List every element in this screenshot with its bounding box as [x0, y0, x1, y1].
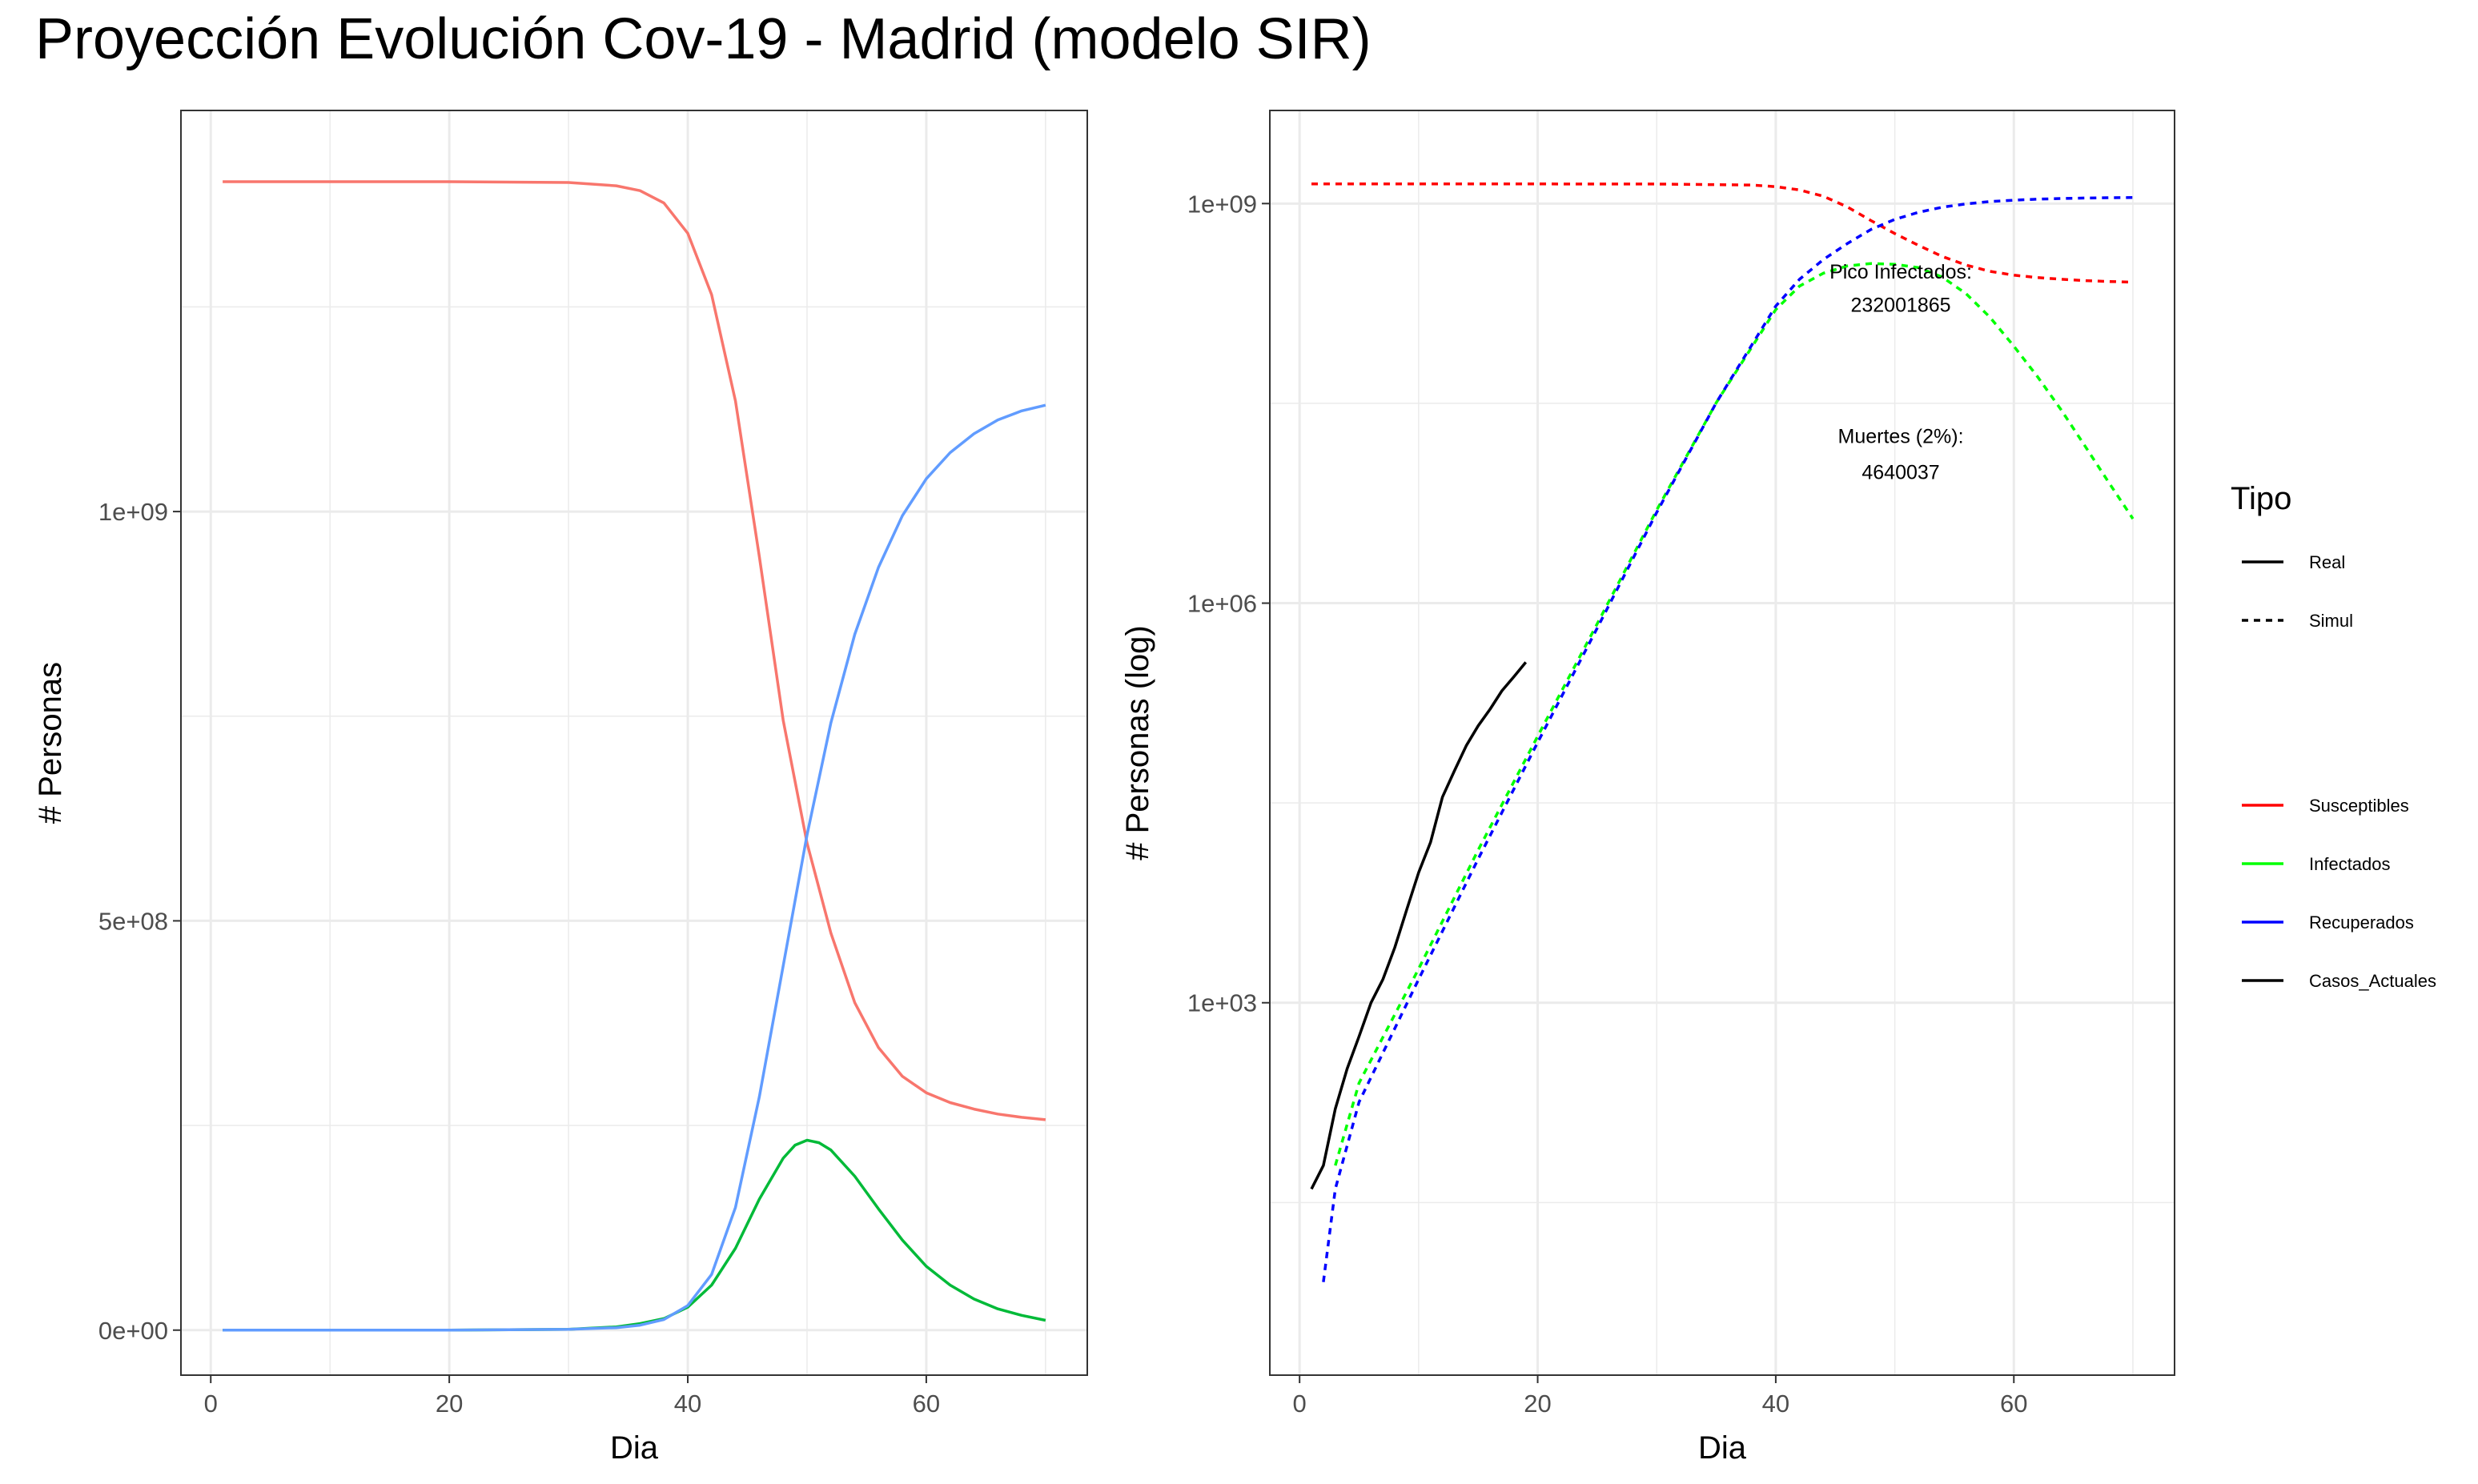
left-y-tick-label: 5e+08	[98, 907, 168, 935]
right-series-susceptibles	[1311, 182, 2134, 284]
right-annotation-pico-line2: 232001865	[1850, 294, 1950, 316]
left-x-tick-label: 0	[204, 1390, 218, 1418]
legend-label-real: Real	[2309, 552, 2345, 572]
legend-label-recuperados: Recuperados	[2309, 912, 2414, 933]
legend-label-simul: Simul	[2309, 611, 2353, 631]
legend-label-infectados: Infectados	[2309, 854, 2391, 874]
right-panel-border	[1269, 110, 2175, 1376]
right-annotation-pico-line1: Pico Infectados:	[1829, 261, 1972, 283]
legend-label-susceptibles: Susceptibles	[2309, 796, 2409, 816]
left-series-group	[223, 180, 1046, 1332]
legend-title: Tipo	[2231, 481, 2291, 516]
left-panel-border	[180, 110, 1088, 1376]
right-annotation-muertes-line2: 4640037	[1862, 461, 1939, 483]
left-y-tick-label: 1e+09	[98, 498, 168, 526]
right-annotation-muertes-line1: Muertes (2%):	[1838, 426, 1964, 448]
left-x-tick-label: 40	[674, 1390, 701, 1418]
left-series-susceptibles	[223, 180, 1046, 1121]
left-y-tick-label: 0e+00	[98, 1317, 168, 1345]
right-x-axis-title: Dia	[1698, 1430, 1747, 1466]
left-plot-background	[181, 110, 1087, 1375]
left-y-axis-title: # Personas	[33, 662, 68, 824]
chart-title: Proyección Evolución Cov-19 - Madrid (mo…	[35, 7, 1372, 71]
right-x-tick-label: 60	[2000, 1390, 2027, 1418]
right-y-tick-label: 1e+09	[1187, 190, 1257, 218]
legend: Tipo Real Simul Susceptibles Infectados Recup…	[2231, 481, 2436, 991]
right-x-tick-label: 20	[1524, 1390, 1551, 1418]
right-x-tick-label: 0	[1293, 1390, 1307, 1418]
left-panel: 0 20 40 60 0e+00 5e+08 1e+09 Dia # Personas	[33, 110, 1088, 1466]
legend-label-casos-actuales: Casos_Actuales	[2309, 971, 2436, 991]
right-y-axis-title: # Personas (log)	[1120, 625, 1155, 860]
right-series-group	[1310, 182, 2135, 1282]
right-plot-background	[1270, 110, 2175, 1375]
right-panel: Pico Infectados: 232001865 Muertes (2%): 46…	[1120, 110, 2175, 1466]
right-x-tick-label: 40	[1762, 1390, 1789, 1418]
right-series-infectados	[1334, 262, 2135, 1166]
left-x-tick-label: 60	[913, 1390, 940, 1418]
left-series-recuperados	[223, 403, 1046, 1332]
left-x-axis-title: Dia	[610, 1430, 659, 1466]
right-series-recuperados	[1322, 196, 2134, 1282]
right-y-tick-label: 1e+06	[1187, 590, 1257, 618]
right-series-casos-actuales	[1310, 661, 1528, 1190]
right-y-tick-label: 1e+03	[1187, 989, 1257, 1017]
left-x-tick-label: 20	[436, 1390, 463, 1418]
